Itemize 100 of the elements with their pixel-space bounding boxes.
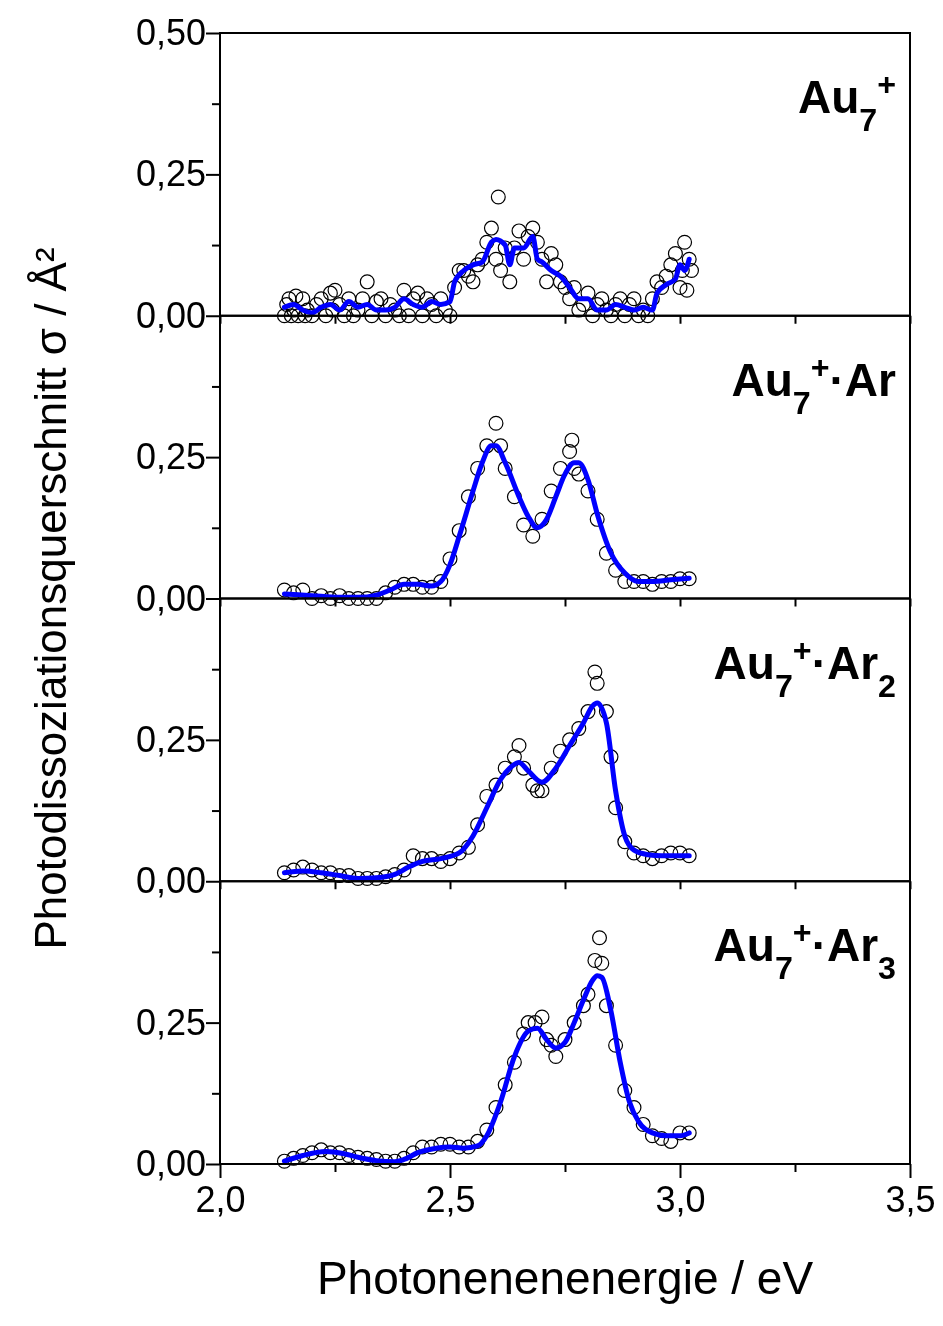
point [525, 528, 541, 544]
point [350, 591, 366, 606]
point [562, 732, 578, 748]
point [460, 489, 476, 505]
point [414, 1139, 430, 1155]
point [451, 523, 467, 539]
annotation: Au$_{7}$$^{+}$·Ar [731, 348, 897, 421]
annotation: Au$_{7}$$^{+}$·Ar$_{3}$ [713, 914, 896, 987]
point [276, 1153, 292, 1169]
point [589, 511, 605, 527]
y-tick-label: 0,00 [135, 577, 206, 619]
point [529, 783, 545, 799]
point [451, 1139, 467, 1155]
point [681, 1125, 697, 1141]
point [575, 998, 591, 1014]
point [387, 579, 403, 595]
point [341, 1148, 357, 1164]
y-tick-label: 0,50 [135, 12, 206, 54]
y-tick-label: 0,00 [135, 294, 206, 336]
point [591, 930, 608, 946]
point [506, 1054, 522, 1070]
point [424, 579, 440, 595]
y-tick-label: 0,00 [135, 860, 206, 902]
point [534, 783, 550, 799]
x-tick-label: 3,0 [655, 1178, 706, 1220]
point [387, 866, 403, 882]
point [424, 851, 440, 867]
point [589, 675, 605, 691]
point [286, 1150, 302, 1166]
point [516, 517, 532, 533]
point [587, 664, 603, 680]
point [332, 1145, 348, 1161]
point [350, 1149, 366, 1165]
y-tick-label: 0,25 [135, 718, 206, 760]
point [460, 839, 476, 855]
point [405, 1145, 421, 1161]
point [493, 438, 509, 454]
point [276, 865, 292, 881]
point [617, 1082, 633, 1098]
point [672, 845, 688, 861]
point [295, 1148, 311, 1164]
point [562, 443, 578, 459]
point [497, 760, 513, 776]
point [497, 460, 513, 476]
point [313, 1142, 329, 1158]
point [608, 800, 624, 816]
point [663, 574, 679, 590]
point [414, 579, 430, 595]
point [332, 868, 348, 884]
point [681, 571, 697, 587]
point [368, 1151, 384, 1167]
point [511, 738, 527, 754]
point [608, 1037, 624, 1053]
point [442, 551, 458, 567]
point [341, 868, 357, 884]
point [433, 853, 449, 869]
point [470, 817, 486, 833]
point [672, 1125, 688, 1141]
point [557, 1032, 573, 1048]
point [571, 721, 587, 737]
point [539, 1032, 555, 1048]
point [534, 1009, 550, 1025]
point [543, 1037, 559, 1053]
point [322, 865, 338, 881]
point [617, 834, 633, 850]
y-axis-title: Photodissoziationsquerschnitt σ / Å² [26, 247, 75, 950]
point [488, 777, 504, 793]
point [516, 760, 532, 776]
point [341, 591, 357, 606]
point [594, 955, 610, 971]
x-tick-label: 2,5 [425, 1178, 476, 1220]
point [286, 585, 302, 601]
point [635, 1116, 651, 1132]
point [442, 1136, 458, 1152]
point [654, 1131, 670, 1147]
point [313, 865, 329, 881]
point [644, 576, 660, 592]
y-tick-label: 0,25 [135, 153, 206, 195]
point [497, 1077, 513, 1093]
point [548, 1049, 564, 1065]
annotation: Au$_{7}$$^{+}$·Ar$_{2}$ [713, 631, 896, 704]
point [580, 986, 596, 1002]
point [516, 1026, 532, 1042]
point [396, 862, 412, 878]
point [580, 704, 596, 720]
x-tick-label: 3,5 [885, 1178, 936, 1220]
point [654, 574, 670, 590]
point [488, 415, 504, 431]
point [681, 848, 697, 864]
point [405, 848, 421, 864]
point [470, 1133, 486, 1149]
point [359, 591, 375, 606]
point [644, 1128, 660, 1144]
point [566, 1015, 582, 1031]
point [470, 460, 486, 476]
point [332, 588, 348, 604]
point [488, 1099, 504, 1115]
point [564, 432, 580, 448]
y-tick-label: 0,25 [135, 1001, 206, 1043]
point [414, 851, 430, 867]
